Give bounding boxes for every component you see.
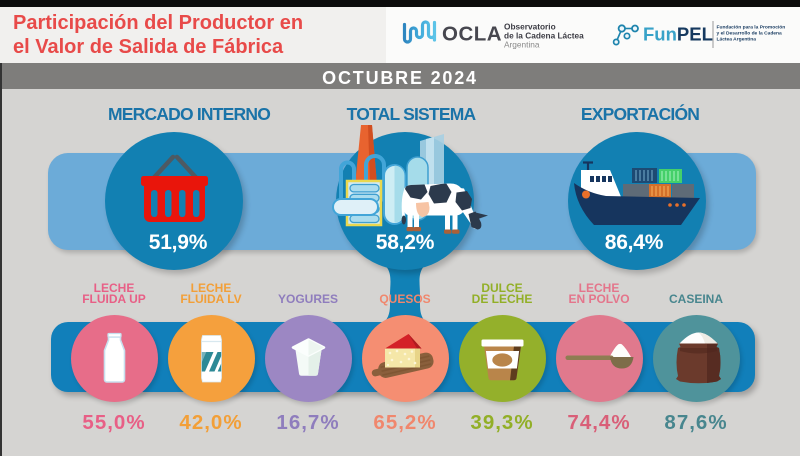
svg-text:de la Cadena Láctea: de la Cadena Láctea: [504, 31, 584, 41]
svg-text:Argentina: Argentina: [504, 40, 540, 50]
svg-text:FunPEL: FunPEL: [643, 24, 713, 45]
svg-text:OCLA: OCLA: [442, 23, 502, 46]
svg-text:Fundación para la Promoción: Fundación para la Promoción: [717, 25, 786, 31]
svg-text:y el Desarrollo de la Cadena: y el Desarrollo de la Cadena: [717, 31, 783, 37]
svg-text:Láctea Argentina: Láctea Argentina: [717, 37, 757, 43]
svg-text:Observatorio: Observatorio: [504, 22, 556, 32]
